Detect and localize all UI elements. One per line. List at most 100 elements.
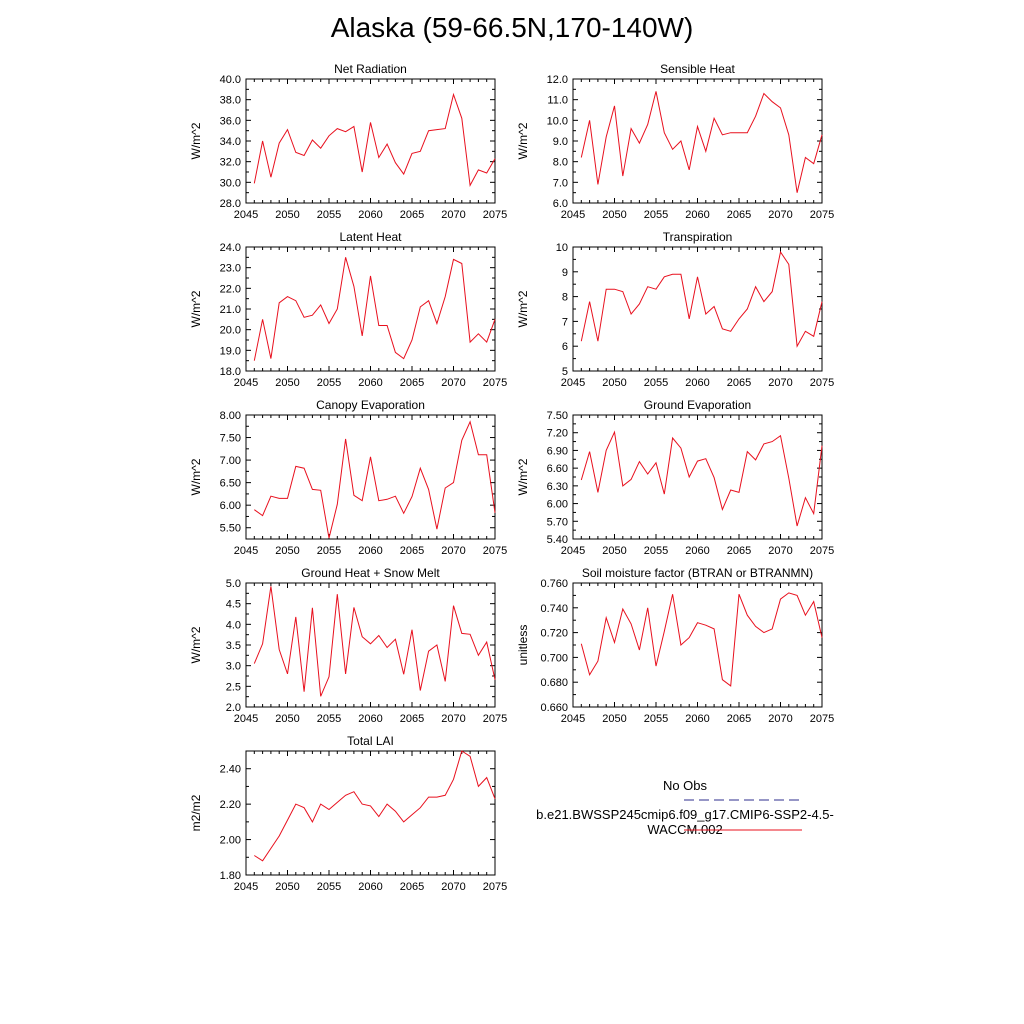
panel-title: Soil moisture factor (BTRAN or BTRANMN) [582, 566, 813, 580]
x-tick-label: 2045 [234, 377, 258, 389]
y-tick-label: 28.0 [220, 198, 241, 210]
y-tick-label: 5.0 [226, 578, 241, 590]
plot-frame [572, 246, 823, 372]
x-tick-label: 2045 [561, 377, 585, 389]
y-tick-label: 34.0 [220, 136, 241, 148]
x-tick-label: 2045 [234, 713, 258, 725]
y-tick-label: 5.40 [547, 534, 568, 546]
series-line [580, 430, 823, 527]
x-tick-label: 2075 [810, 545, 834, 557]
x-tick-label: 2055 [317, 209, 341, 221]
x-tick-label: 2075 [483, 209, 507, 221]
x-tick-label: 2065 [400, 545, 424, 557]
y-tick-label: 2.0 [226, 702, 241, 714]
panel-5: Ground Evaporation W/m^2 2045 2050 2055 2060 2… [516, 398, 834, 557]
y-tick-label: 22.0 [220, 283, 241, 295]
plot-frame [245, 582, 496, 708]
x-tick-label: 2070 [441, 713, 465, 725]
x-tick-label: 2045 [234, 209, 258, 221]
x-tick-label: 2055 [317, 881, 341, 893]
y-tick-label: 5.70 [547, 516, 568, 528]
panel-title: Ground Evaporation [644, 398, 751, 412]
panel-title: Total LAI [347, 734, 394, 748]
panel-4: Canopy Evaporation W/m^2 2045 2050 2055 2060 2… [189, 398, 507, 557]
x-tick-label: 2045 [561, 545, 585, 557]
panel-6: Ground Heat + Snow Melt W/m^2 2045 2050 2055… [189, 566, 507, 725]
plot-frame [572, 78, 823, 204]
y-tick-label: 6.00 [547, 499, 568, 511]
y-tick-label: 6.00 [220, 500, 241, 512]
x-tick-label: 2065 [727, 713, 751, 725]
x-tick-label: 2060 [358, 377, 382, 389]
plot-frame [245, 78, 496, 204]
y-tick-label: 6.50 [220, 478, 241, 490]
y-tick-label: 4.0 [226, 619, 241, 631]
series-line [254, 750, 496, 862]
x-tick-label: 2060 [685, 209, 709, 221]
x-tick-label: 2065 [400, 713, 424, 725]
x-tick-label: 2060 [685, 545, 709, 557]
y-tick-label: 10 [556, 242, 568, 254]
x-tick-label: 2075 [483, 713, 507, 725]
panel-title: Transpiration [663, 230, 733, 244]
y-tick-label: 18.0 [220, 366, 241, 378]
panel-title: Latent Heat [339, 230, 402, 244]
y-axis-label: W/m^2 [189, 290, 203, 327]
x-tick-label: 2055 [317, 713, 341, 725]
y-tick-label: 20.0 [220, 325, 241, 337]
y-axis-label: unitless [516, 625, 530, 666]
panel-1: Sensible Heat W/m^2 2045 2050 2055 2060 2065 20… [516, 62, 834, 221]
y-tick-label: 8 [562, 292, 568, 304]
y-tick-label: 2.5 [226, 681, 241, 693]
page-title: Alaska (59-66.5N,170-140W) [330, 12, 694, 43]
y-tick-label: 9 [562, 267, 568, 279]
x-tick-label: 2060 [358, 545, 382, 557]
y-tick-label: 40.0 [220, 74, 241, 86]
y-tick-label: 8.0 [553, 157, 568, 169]
x-tick-label: 2065 [727, 209, 751, 221]
y-tick-label: 30.0 [220, 177, 241, 189]
y-axis-label: m2/m2 [189, 794, 203, 831]
plot-frame [245, 414, 496, 540]
x-tick-label: 2055 [644, 713, 668, 725]
x-tick-label: 2050 [602, 545, 626, 557]
x-tick-label: 2050 [275, 545, 299, 557]
y-tick-label: 19.0 [220, 345, 241, 357]
x-tick-label: 2075 [810, 713, 834, 725]
x-tick-label: 2070 [768, 713, 792, 725]
y-axis-label: W/m^2 [516, 122, 530, 159]
y-tick-label: 9.0 [553, 136, 568, 148]
x-tick-label: 2060 [685, 377, 709, 389]
legend-label-obs: No Obs [662, 778, 708, 793]
y-tick-label: 12.0 [547, 74, 568, 86]
legend-line-model [684, 829, 802, 831]
x-tick-label: 2070 [768, 545, 792, 557]
series-line [580, 592, 823, 687]
y-tick-label: 21.0 [220, 304, 241, 316]
x-tick-label: 2065 [400, 377, 424, 389]
series-line [253, 92, 496, 188]
y-tick-label: 0.740 [540, 603, 568, 615]
x-tick-label: 2065 [727, 377, 751, 389]
y-tick-label: 4.5 [226, 599, 241, 611]
panel-2: Latent Heat W/m^2 2045 2050 2055 2060 2065 2070… [189, 230, 507, 389]
x-tick-label: 2050 [602, 713, 626, 725]
x-tick-label: 2055 [644, 209, 668, 221]
y-tick-label: 0.700 [540, 652, 568, 664]
plot-frame [245, 750, 496, 876]
x-tick-label: 2060 [685, 713, 709, 725]
y-tick-label: 6 [562, 341, 568, 353]
y-tick-label: 36.0 [220, 115, 241, 127]
y-tick-label: 0.760 [540, 578, 568, 590]
y-tick-label: 10.0 [547, 115, 568, 127]
panel-8: Total LAI m2/m2 2045 2050 2055 2060 2065 2070 20… [189, 734, 507, 893]
plot-frame [572, 582, 823, 708]
y-tick-label: 2.40 [220, 764, 241, 776]
x-tick-label: 2055 [644, 377, 668, 389]
panel-title: Net Radiation [334, 62, 407, 76]
x-tick-label: 2050 [275, 881, 299, 893]
x-tick-label: 2050 [275, 209, 299, 221]
y-axis-label: W/m^2 [189, 458, 203, 495]
legend-line-obs [684, 799, 802, 801]
